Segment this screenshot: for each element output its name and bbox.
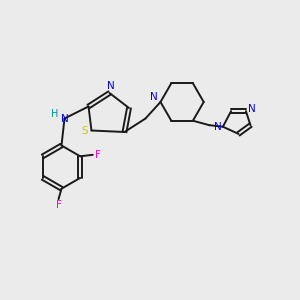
Text: N: N — [248, 104, 256, 114]
Text: N: N — [106, 81, 114, 92]
Text: N: N — [150, 92, 158, 103]
Text: S: S — [82, 126, 88, 136]
Text: F: F — [95, 150, 101, 160]
Text: F: F — [56, 200, 62, 210]
Text: N: N — [61, 113, 69, 124]
Text: N: N — [214, 122, 221, 132]
Text: H: H — [51, 109, 58, 119]
